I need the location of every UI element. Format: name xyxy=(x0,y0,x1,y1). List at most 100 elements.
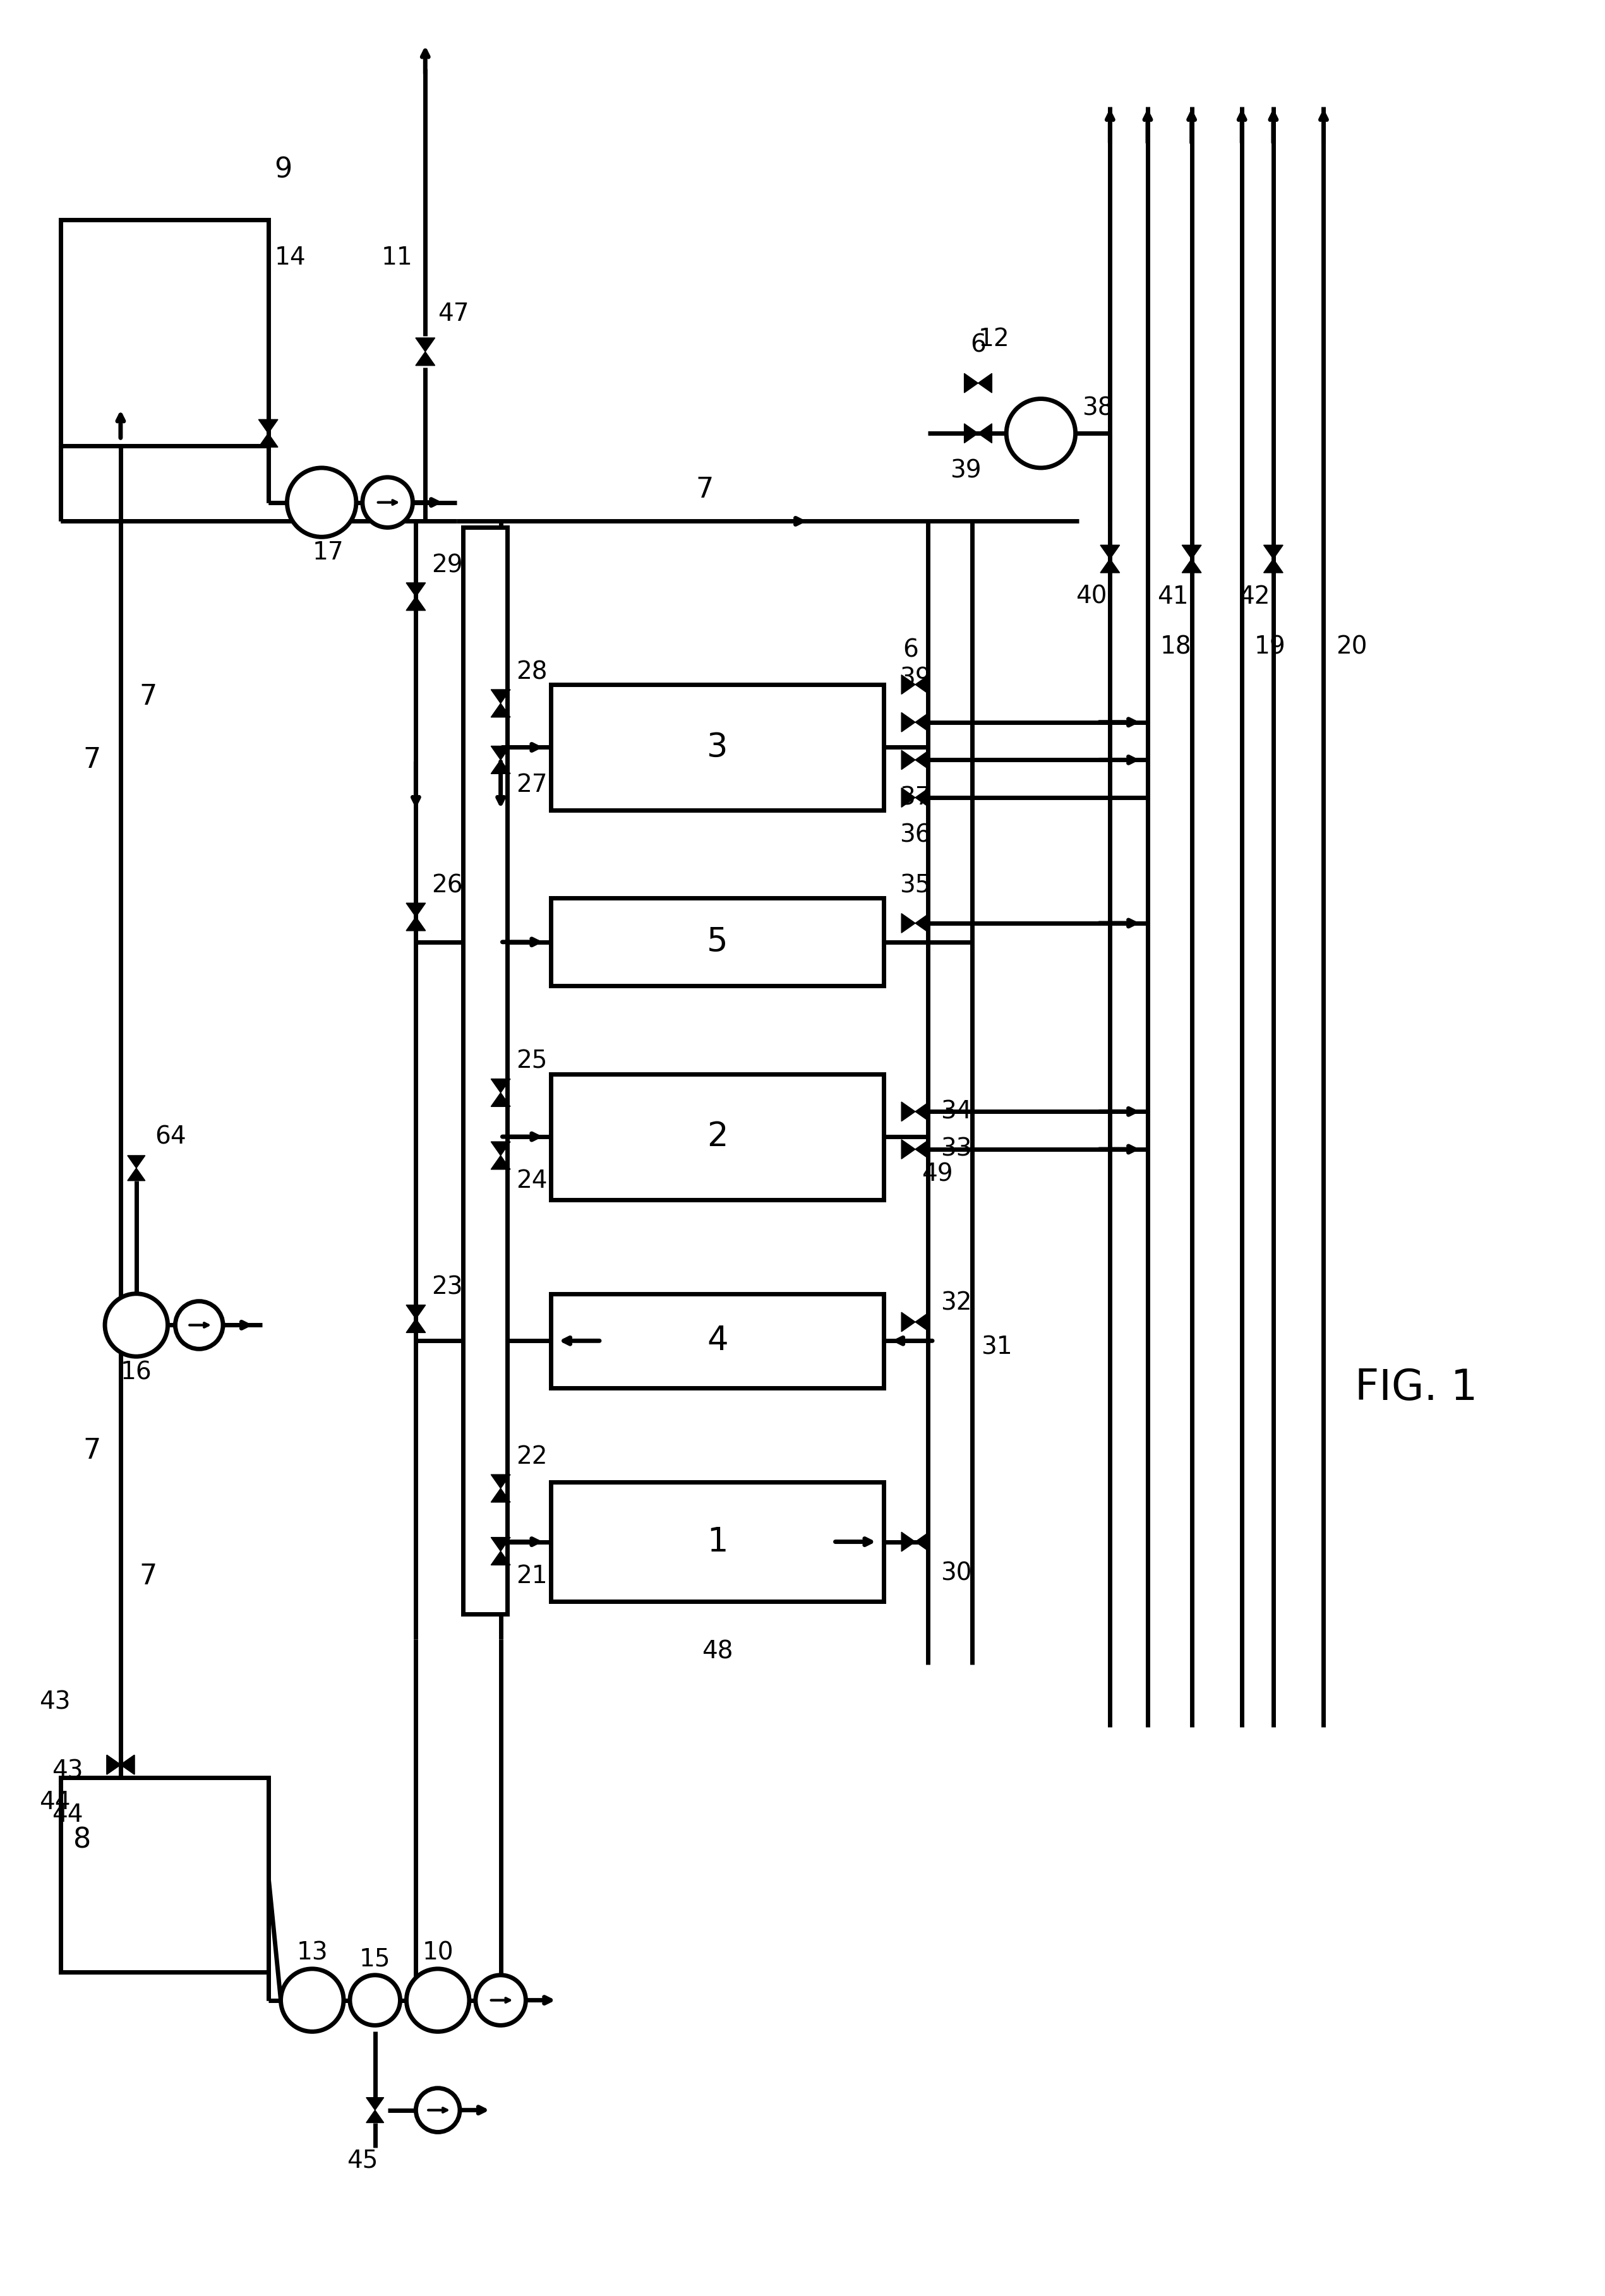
Polygon shape xyxy=(120,1754,135,1775)
Polygon shape xyxy=(108,1754,120,1775)
Polygon shape xyxy=(416,351,435,365)
Text: 24: 24 xyxy=(517,1169,547,1192)
Circle shape xyxy=(406,1968,469,2032)
Text: 27: 27 xyxy=(517,774,547,797)
Polygon shape xyxy=(491,1079,510,1093)
Polygon shape xyxy=(915,788,929,808)
Polygon shape xyxy=(915,1313,929,1332)
Text: 5: 5 xyxy=(706,925,729,957)
Text: 44: 44 xyxy=(51,1802,83,1828)
Circle shape xyxy=(363,478,412,528)
Text: 19: 19 xyxy=(1255,636,1286,659)
Text: 45: 45 xyxy=(347,2149,379,2172)
Polygon shape xyxy=(491,1474,510,1488)
Circle shape xyxy=(475,1975,526,2025)
Circle shape xyxy=(1006,400,1075,468)
Polygon shape xyxy=(902,1102,915,1120)
Text: 36: 36 xyxy=(899,824,931,847)
Text: 8: 8 xyxy=(74,1828,91,1853)
Polygon shape xyxy=(902,914,915,932)
Bar xyxy=(61,220,268,445)
Text: 2: 2 xyxy=(706,1120,729,1153)
Text: 41: 41 xyxy=(1157,585,1188,608)
Bar xyxy=(551,684,884,810)
Text: 42: 42 xyxy=(1239,585,1270,608)
Text: 31: 31 xyxy=(981,1334,1013,1359)
Polygon shape xyxy=(366,2110,384,2124)
Polygon shape xyxy=(977,374,992,393)
Polygon shape xyxy=(491,1093,510,1107)
Polygon shape xyxy=(491,703,510,716)
Text: 7: 7 xyxy=(695,475,713,503)
Text: 15: 15 xyxy=(360,1947,390,1972)
Polygon shape xyxy=(491,1155,510,1169)
Text: 7: 7 xyxy=(140,684,157,712)
Text: 7: 7 xyxy=(140,1564,157,1589)
Text: 6: 6 xyxy=(971,333,985,358)
Polygon shape xyxy=(491,1538,510,1552)
Text: 16: 16 xyxy=(120,1359,152,1384)
Polygon shape xyxy=(915,712,929,732)
Polygon shape xyxy=(902,675,915,693)
Polygon shape xyxy=(491,1552,510,1566)
Polygon shape xyxy=(406,1318,425,1332)
Polygon shape xyxy=(491,760,510,774)
Bar xyxy=(551,1483,884,1600)
Text: 9: 9 xyxy=(274,156,292,184)
Polygon shape xyxy=(406,1304,425,1318)
Text: 10: 10 xyxy=(422,1940,454,1965)
Text: 43: 43 xyxy=(39,1690,71,1713)
Text: 17: 17 xyxy=(310,496,334,514)
Text: 13: 13 xyxy=(297,1940,327,1965)
Text: 14: 14 xyxy=(274,246,307,269)
Text: 3: 3 xyxy=(706,730,729,765)
Polygon shape xyxy=(915,914,929,932)
Text: 1: 1 xyxy=(706,1525,729,1559)
Polygon shape xyxy=(1181,544,1201,558)
Polygon shape xyxy=(977,425,992,443)
Polygon shape xyxy=(1101,558,1120,572)
Polygon shape xyxy=(915,1139,929,1159)
Text: 40: 40 xyxy=(1075,585,1107,608)
Bar xyxy=(551,1293,884,1387)
Text: 48: 48 xyxy=(701,1639,733,1665)
Polygon shape xyxy=(416,338,435,351)
Polygon shape xyxy=(491,1141,510,1155)
Polygon shape xyxy=(366,2099,384,2110)
Polygon shape xyxy=(915,751,929,769)
Text: 28: 28 xyxy=(517,659,547,684)
Polygon shape xyxy=(902,751,915,769)
Polygon shape xyxy=(902,788,915,808)
Text: 32: 32 xyxy=(941,1290,971,1316)
Text: FIG. 1: FIG. 1 xyxy=(1355,1366,1478,1410)
Circle shape xyxy=(104,1293,167,1357)
Text: 39: 39 xyxy=(899,666,931,691)
Text: 43: 43 xyxy=(51,1759,83,1784)
Circle shape xyxy=(416,2087,459,2133)
Text: 47: 47 xyxy=(438,303,469,326)
Circle shape xyxy=(281,1968,343,2032)
Polygon shape xyxy=(902,1139,915,1159)
Text: 6: 6 xyxy=(902,638,918,661)
Circle shape xyxy=(287,468,356,537)
Text: 44: 44 xyxy=(39,1791,71,1814)
Polygon shape xyxy=(915,675,929,693)
Text: 49: 49 xyxy=(921,1162,953,1187)
Text: 34: 34 xyxy=(941,1100,971,1123)
Bar xyxy=(551,898,884,985)
Text: 39: 39 xyxy=(950,459,981,482)
Polygon shape xyxy=(965,374,977,393)
Text: 23: 23 xyxy=(432,1274,462,1300)
Text: 26: 26 xyxy=(432,872,462,898)
Polygon shape xyxy=(902,1531,915,1552)
Text: 18: 18 xyxy=(1160,636,1191,659)
Text: 38: 38 xyxy=(1082,397,1112,420)
Polygon shape xyxy=(127,1169,144,1180)
Text: 12: 12 xyxy=(977,326,1010,351)
Polygon shape xyxy=(1101,544,1120,558)
Polygon shape xyxy=(108,1754,120,1775)
Text: 17: 17 xyxy=(313,540,343,565)
Polygon shape xyxy=(406,902,425,916)
Text: 35: 35 xyxy=(900,872,931,898)
Polygon shape xyxy=(406,583,425,597)
